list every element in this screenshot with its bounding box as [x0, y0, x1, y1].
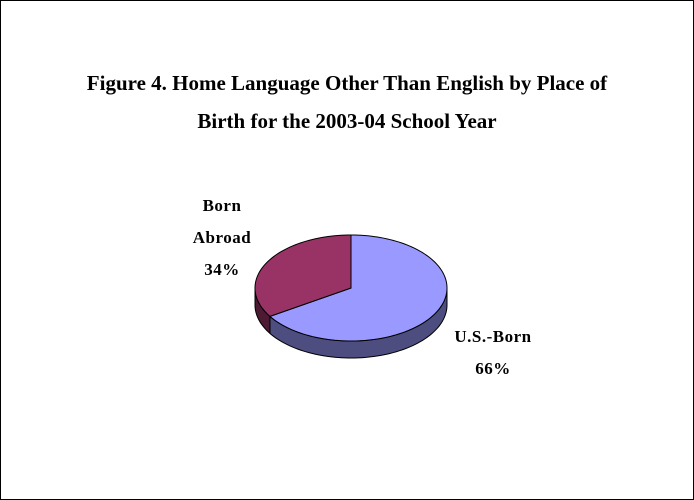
category-label: U.S.-Born — [454, 327, 532, 346]
value-label: 66% — [475, 359, 511, 378]
pie-slice — [268, 234, 448, 342]
value-label: 34% — [204, 260, 240, 279]
pie-slice — [254, 234, 352, 317]
chart-title: Figure 4. Home Language Other Than Engli… — [86, 71, 608, 133]
slice-label: U.S.-Born 66% — [433, 321, 553, 385]
category-label: Born Abroad — [192, 196, 252, 247]
slice-label: Born Abroad 34% — [162, 190, 282, 286]
